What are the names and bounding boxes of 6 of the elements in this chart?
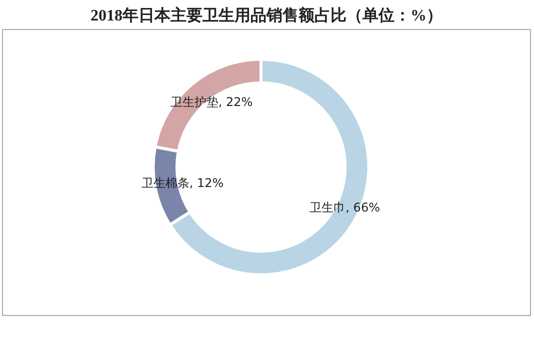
- data-label: , 12%: [189, 176, 224, 190]
- chart-title: 2018年日本主要卫生用品销售额占比（单位：%）: [90, 6, 442, 24]
- slice-label: 卫生巾: [310, 200, 346, 215]
- data-label: , 22%: [218, 95, 253, 110]
- data-label: , 66%: [346, 200, 380, 215]
- slice-label: 卫生护垫: [170, 95, 218, 110]
